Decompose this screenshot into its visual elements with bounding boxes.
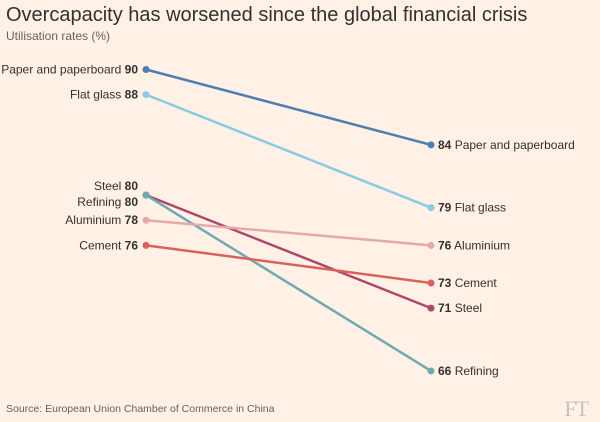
label-end-value: 66 — [438, 364, 452, 378]
label-end-value: 76 — [438, 238, 452, 252]
series-line-steel — [144, 193, 433, 310]
series-labels: Paper and paperboard 90 84 Paper and pape… — [1, 63, 575, 378]
label-end-name: Aluminium — [451, 238, 510, 252]
series-line-refining — [144, 193, 433, 373]
label-end-name: Cement — [451, 276, 497, 290]
label-end-flat-glass: 79 Flat glass — [438, 201, 506, 215]
label-start-steel: Steel 80 — [94, 179, 138, 193]
label-start-name: Refining — [77, 195, 124, 209]
point-end-flat-glass — [427, 204, 435, 212]
label-start-refining: Refining 80 — [77, 195, 138, 209]
label-start-value: 78 — [125, 213, 139, 227]
point-start-flat-glass — [142, 91, 150, 99]
point-end-paper-and-paperboard — [427, 141, 435, 149]
series-line-cement — [144, 244, 433, 285]
label-start-paper-and-paperboard: Paper and paperboard 90 — [1, 63, 138, 77]
label-start-flat-glass: Flat glass 88 — [70, 88, 138, 102]
label-end-value: 73 — [438, 276, 452, 290]
series-line-flat-glass — [144, 93, 433, 209]
label-end-name: Paper and paperboard — [451, 138, 574, 152]
series-lines — [144, 68, 433, 373]
label-end-name: Steel — [451, 301, 482, 315]
label-start-name: Flat glass — [70, 88, 125, 102]
point-end-cement — [427, 279, 435, 287]
label-end-value: 84 — [438, 138, 452, 152]
label-end-paper-and-paperboard: 84 Paper and paperboard — [438, 138, 575, 152]
point-end-steel — [427, 304, 435, 312]
point-start-paper-and-paperboard — [142, 66, 150, 73]
label-end-refining: 66 Refining — [438, 364, 499, 378]
label-end-name: Flat glass — [451, 201, 506, 215]
label-start-value: 80 — [125, 179, 139, 193]
label-end-value: 79 — [438, 201, 452, 215]
series-points — [142, 66, 435, 375]
point-end-aluminium — [427, 241, 435, 249]
label-start-aluminium: Aluminium 78 — [65, 213, 138, 227]
chart-subtitle: Utilisation rates (%) — [6, 29, 111, 43]
point-start-aluminium — [142, 216, 150, 224]
label-start-name: Paper and paperboard — [1, 63, 124, 77]
label-start-name: Steel — [94, 179, 125, 193]
label-start-value: 80 — [125, 195, 139, 209]
series-line-aluminium — [144, 218, 433, 247]
ft-logo: FT — [564, 396, 589, 421]
label-start-value: 76 — [125, 238, 139, 252]
chart-title: Overcapacity has worsened since the glob… — [6, 4, 528, 26]
label-start-cement: Cement 76 — [79, 238, 138, 252]
label-start-value: 90 — [125, 63, 139, 77]
point-start-cement — [142, 241, 150, 249]
point-end-refining — [427, 367, 435, 375]
label-end-cement: 73 Cement — [438, 276, 497, 290]
point-start-refining — [142, 191, 150, 199]
source-note: Source: European Union Chamber of Commer… — [6, 403, 275, 415]
label-start-name: Cement — [79, 238, 124, 252]
label-end-steel: 71 Steel — [438, 301, 482, 315]
series-line-paper-and-paperboard — [144, 68, 433, 147]
label-end-aluminium: 76 Aluminium — [438, 238, 510, 252]
label-start-value: 88 — [125, 88, 139, 102]
label-end-value: 71 — [438, 301, 452, 315]
label-start-name: Aluminium — [65, 213, 124, 227]
label-end-name: Refining — [451, 364, 498, 378]
